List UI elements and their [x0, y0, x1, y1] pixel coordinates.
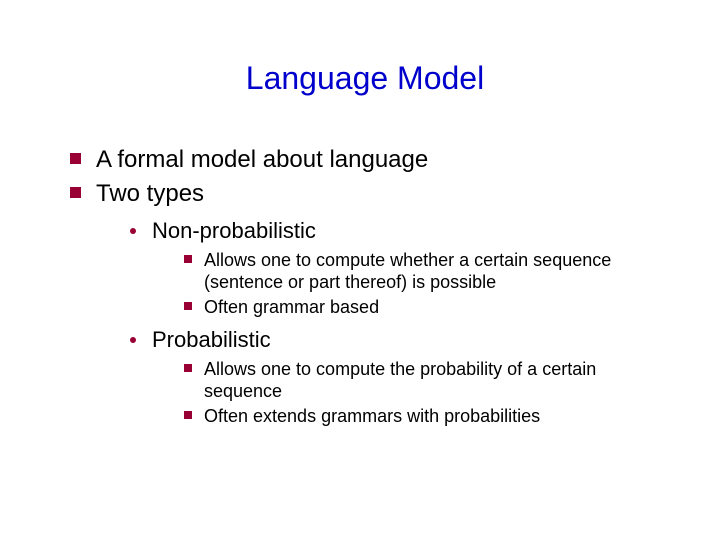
l3-text: Allows one to compute the probability of…: [204, 359, 596, 402]
l3-item: Allows one to compute whether a certain …: [184, 249, 660, 294]
slide-title: Language Model: [70, 60, 660, 97]
l2-text: Probabilistic: [152, 327, 271, 352]
bullet-list-level1: A formal model about language Two types …: [70, 145, 660, 427]
bullet-list-level2: Non-probabilistic Allows one to compute …: [130, 217, 660, 427]
l2-item: Probabilistic Allows one to compute the …: [130, 326, 660, 427]
l3-item: Allows one to compute the probability of…: [184, 358, 660, 403]
l1-text: A formal model about language: [96, 146, 428, 173]
bullet-list-level3: Allows one to compute the probability of…: [184, 358, 660, 428]
slide: Language Model A formal model about lang…: [0, 0, 720, 540]
l3-text: Often extends grammars with probabilitie…: [204, 406, 540, 426]
l2-text: Non-probabilistic: [152, 218, 316, 243]
l3-item: Often grammar based: [184, 296, 660, 319]
l3-item: Often extends grammars with probabilitie…: [184, 405, 660, 428]
l1-item: A formal model about language: [70, 145, 660, 175]
l2-item: Non-probabilistic Allows one to compute …: [130, 217, 660, 318]
l3-text: Allows one to compute whether a certain …: [204, 250, 611, 293]
l1-item: Two types Non-probabilistic Allows one t…: [70, 179, 660, 427]
l3-text: Often grammar based: [204, 297, 379, 317]
bullet-list-level3: Allows one to compute whether a certain …: [184, 249, 660, 319]
l1-text: Two types: [96, 180, 204, 207]
